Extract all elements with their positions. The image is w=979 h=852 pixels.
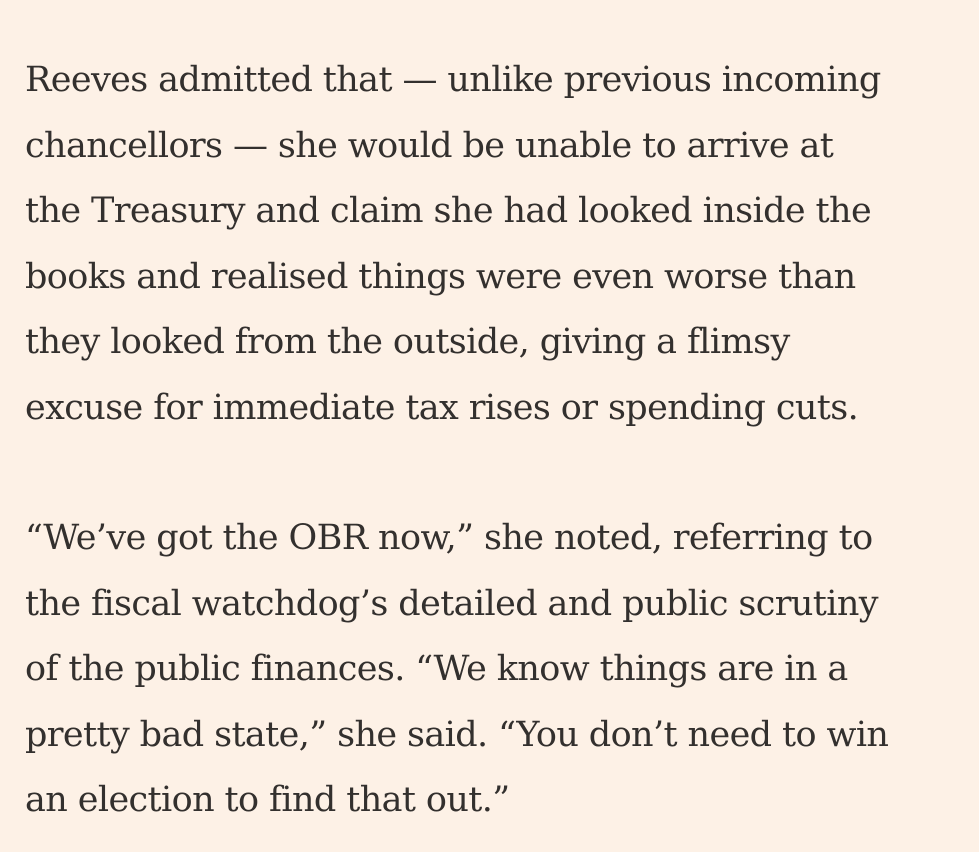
paragraph-line: an election to find that out.” [25, 780, 510, 820]
paragraph-line: Reeves admitted that — unlike previous i… [25, 60, 881, 100]
paragraph-line: chancellors — she would be unable to arr… [25, 125, 834, 166]
paragraph-1: Reeves admitted that — unlike previous i… [25, 48, 965, 441]
paragraph-line: the Treasury and claim she had looked in… [25, 191, 872, 231]
paragraph-line: pretty bad state,” she said. “You don’t … [25, 714, 889, 755]
paragraph-line: excuse for immediate tax rises or spendi… [25, 387, 859, 428]
paragraph-line: they looked from the outside, giving a f… [25, 322, 790, 362]
paragraph-line: “We’ve got the OBR now,” she noted, refe… [25, 518, 873, 558]
paragraph-line: of the public finances. “We know things … [25, 649, 848, 689]
article-body: Reeves admitted that — unlike previous i… [25, 48, 965, 834]
paragraph-2: “We’ve got the OBR now,” she noted, refe… [25, 506, 965, 834]
paragraph-line: the fiscal watchdog’s detailed and publi… [25, 583, 879, 624]
paragraph-line: books and realised things were even wors… [25, 256, 856, 297]
